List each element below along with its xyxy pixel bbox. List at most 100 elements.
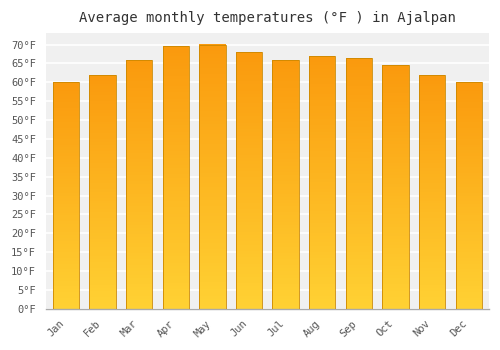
Bar bbox=[346, 252, 372, 256]
Bar bbox=[162, 210, 189, 214]
Bar bbox=[456, 190, 482, 193]
Bar bbox=[53, 272, 79, 275]
Bar bbox=[456, 204, 482, 207]
Bar bbox=[162, 46, 189, 50]
Bar bbox=[90, 239, 116, 241]
Bar bbox=[419, 101, 446, 104]
Bar bbox=[382, 147, 408, 150]
Bar bbox=[200, 44, 226, 309]
Bar bbox=[272, 159, 299, 162]
Bar bbox=[200, 272, 226, 276]
Bar bbox=[162, 145, 189, 148]
Bar bbox=[162, 197, 189, 201]
Bar bbox=[90, 250, 116, 253]
Bar bbox=[236, 293, 262, 296]
Bar bbox=[382, 108, 408, 111]
Bar bbox=[162, 86, 189, 89]
Bar bbox=[382, 263, 408, 266]
Bar bbox=[419, 183, 446, 186]
Bar bbox=[346, 233, 372, 237]
Bar bbox=[456, 99, 482, 102]
Bar bbox=[200, 147, 226, 150]
Bar bbox=[382, 211, 408, 215]
Bar bbox=[162, 266, 189, 270]
Bar bbox=[162, 233, 189, 237]
Bar bbox=[90, 148, 116, 151]
Bar bbox=[382, 224, 408, 227]
Bar bbox=[162, 92, 189, 96]
Bar bbox=[236, 283, 262, 286]
Bar bbox=[236, 177, 262, 181]
Bar bbox=[346, 243, 372, 246]
Bar bbox=[382, 208, 408, 211]
Bar bbox=[162, 187, 189, 191]
Bar bbox=[272, 278, 299, 281]
Bar bbox=[272, 166, 299, 169]
Bar bbox=[272, 281, 299, 284]
Bar bbox=[346, 284, 372, 287]
Bar bbox=[200, 256, 226, 259]
Bar bbox=[53, 224, 79, 227]
Bar bbox=[456, 227, 482, 230]
Bar bbox=[419, 250, 446, 253]
Bar bbox=[90, 189, 116, 192]
Bar bbox=[346, 268, 372, 271]
Bar bbox=[456, 85, 482, 88]
Bar bbox=[272, 66, 299, 69]
Bar bbox=[90, 247, 116, 250]
Bar bbox=[162, 109, 189, 112]
Bar bbox=[53, 99, 79, 102]
Bar bbox=[272, 243, 299, 246]
Bar bbox=[126, 66, 152, 69]
Bar bbox=[53, 156, 79, 159]
Bar bbox=[382, 202, 408, 205]
Bar bbox=[419, 236, 446, 239]
Bar bbox=[456, 224, 482, 227]
Bar bbox=[126, 159, 152, 162]
Bar bbox=[419, 265, 446, 268]
Bar bbox=[90, 215, 116, 218]
Bar bbox=[126, 94, 152, 97]
Bar bbox=[309, 211, 336, 214]
Bar bbox=[456, 156, 482, 159]
Bar bbox=[272, 250, 299, 253]
Bar bbox=[382, 138, 408, 141]
Bar bbox=[309, 198, 336, 201]
Bar bbox=[200, 289, 226, 292]
Bar bbox=[382, 68, 408, 71]
Bar bbox=[53, 119, 79, 122]
Bar bbox=[272, 175, 299, 178]
Bar bbox=[419, 195, 446, 198]
Bar bbox=[200, 77, 226, 81]
Bar bbox=[236, 251, 262, 254]
Bar bbox=[53, 145, 79, 147]
Bar bbox=[90, 203, 116, 206]
Bar bbox=[456, 127, 482, 131]
Bar bbox=[53, 127, 79, 131]
Bar bbox=[162, 299, 189, 302]
Bar bbox=[456, 298, 482, 300]
Bar bbox=[236, 168, 262, 171]
Bar bbox=[272, 197, 299, 200]
Bar bbox=[309, 287, 336, 290]
Bar bbox=[346, 246, 372, 249]
Bar bbox=[346, 224, 372, 227]
Bar bbox=[456, 201, 482, 204]
Bar bbox=[162, 56, 189, 60]
Bar bbox=[53, 292, 79, 295]
Bar bbox=[236, 78, 262, 81]
Bar bbox=[272, 156, 299, 159]
Bar bbox=[236, 229, 262, 232]
Bar bbox=[309, 147, 336, 151]
Bar bbox=[419, 259, 446, 262]
Bar bbox=[162, 273, 189, 276]
Bar bbox=[272, 82, 299, 85]
Bar bbox=[90, 306, 116, 309]
Bar bbox=[126, 110, 152, 113]
Bar bbox=[456, 292, 482, 295]
Bar bbox=[236, 84, 262, 88]
Bar bbox=[419, 124, 446, 127]
Bar bbox=[200, 173, 226, 177]
Bar bbox=[90, 233, 116, 236]
Bar bbox=[90, 291, 116, 294]
